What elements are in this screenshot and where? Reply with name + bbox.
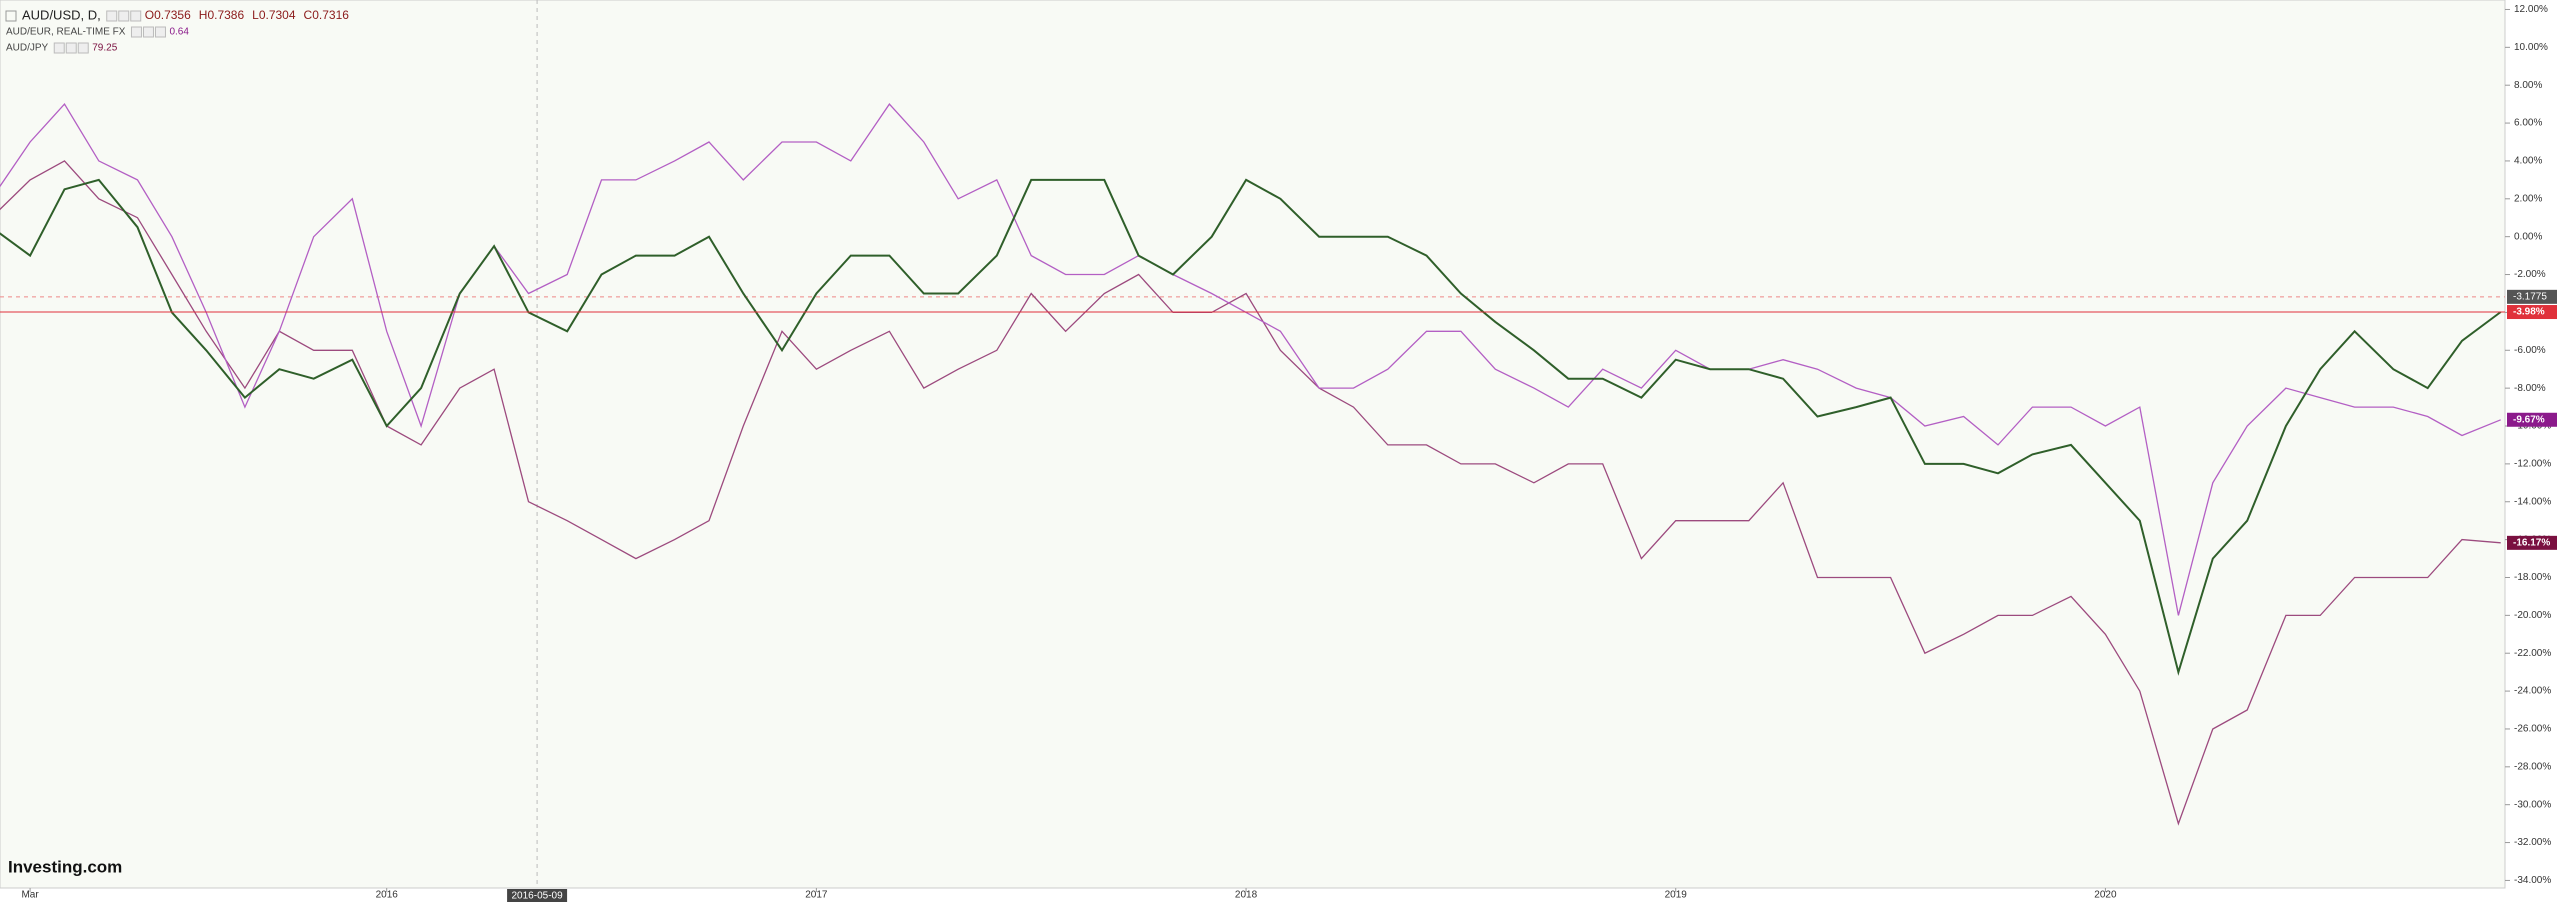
crosshair-y-label: -3.1775 (2513, 291, 2547, 302)
legend-button[interactable] (106, 10, 118, 22)
y-tick-label: -2.00% (2514, 269, 2546, 280)
y-tick-label: 0.00% (2514, 231, 2542, 242)
y-tick-label: 6.00% (2514, 118, 2542, 129)
legend-info: O0.7356 (145, 8, 191, 22)
legend-collapse[interactable] (5, 10, 17, 22)
x-tick-label: 2019 (1665, 890, 1688, 901)
legend-button[interactable] (154, 26, 166, 38)
y-tick-label: -12.00% (2514, 459, 2551, 470)
last-value-box (2507, 535, 2557, 550)
legend-name: AUD/USD, D, (22, 7, 101, 22)
y-tick-label: -18.00% (2514, 572, 2551, 583)
y-tick-label: -28.00% (2514, 761, 2551, 772)
last-value-box (2507, 305, 2557, 320)
y-tick-label: 4.00% (2514, 156, 2542, 167)
y-tick-label: -30.00% (2514, 799, 2551, 810)
logo: Investing.com (8, 857, 122, 876)
legend-button[interactable] (65, 42, 77, 54)
y-tick-label: -32.00% (2514, 837, 2551, 848)
last-value-box (2507, 412, 2557, 427)
legend-info: 0.64 (169, 27, 189, 38)
y-tick-label: -26.00% (2514, 724, 2551, 735)
last-value-label: -3.98% (2513, 307, 2545, 318)
y-tick-label: 10.00% (2514, 42, 2548, 53)
y-tick-label: 8.00% (2514, 80, 2542, 91)
series-line (0, 178, 2502, 676)
legend-name: AUD/JPY (6, 43, 49, 54)
y-tick-label: 2.00% (2514, 193, 2542, 204)
x-tick-label: 2016 (376, 890, 399, 901)
legend-name: AUD/EUR, REAL-TIME FX (6, 27, 126, 38)
legend-info: C0.7316 (304, 8, 350, 22)
x-tick-label: 2017 (805, 890, 828, 901)
x-tick-label: 2018 (1235, 890, 1258, 901)
last-value-label: -9.67% (2513, 414, 2545, 425)
legend-info: H0.7386 (199, 8, 245, 22)
legend-info: 79.25 (92, 43, 117, 54)
y-tick-label: 12.00% (2514, 4, 2548, 15)
series-line (0, 160, 2501, 826)
y-tick-label: -24.00% (2514, 686, 2551, 697)
y-tick-label: -6.00% (2514, 345, 2546, 356)
legend-info: L0.7304 (252, 8, 296, 22)
legend-button[interactable] (118, 10, 130, 22)
last-value-label: -16.17% (2513, 537, 2550, 548)
y-tick-label: -14.00% (2514, 496, 2551, 507)
legend-button[interactable] (77, 42, 89, 54)
legend-button[interactable] (53, 42, 65, 54)
legend-button[interactable] (142, 26, 154, 38)
crosshair-x-box (507, 889, 568, 902)
crosshair-y-box (2507, 289, 2557, 304)
x-tick-label: Mar (21, 890, 39, 901)
y-tick-label: -8.00% (2514, 383, 2546, 394)
y-tick-label: -22.00% (2514, 648, 2551, 659)
y-tick-label: -34.00% (2514, 875, 2551, 886)
legend-button[interactable] (130, 26, 142, 38)
y-tick-label: -20.00% (2514, 610, 2551, 621)
legend-button[interactable] (130, 10, 142, 22)
plot-area (0, 0, 2506, 889)
crosshair-x-label: 2016-05-09 (512, 891, 564, 902)
x-tick-label: 2020 (2094, 890, 2117, 901)
